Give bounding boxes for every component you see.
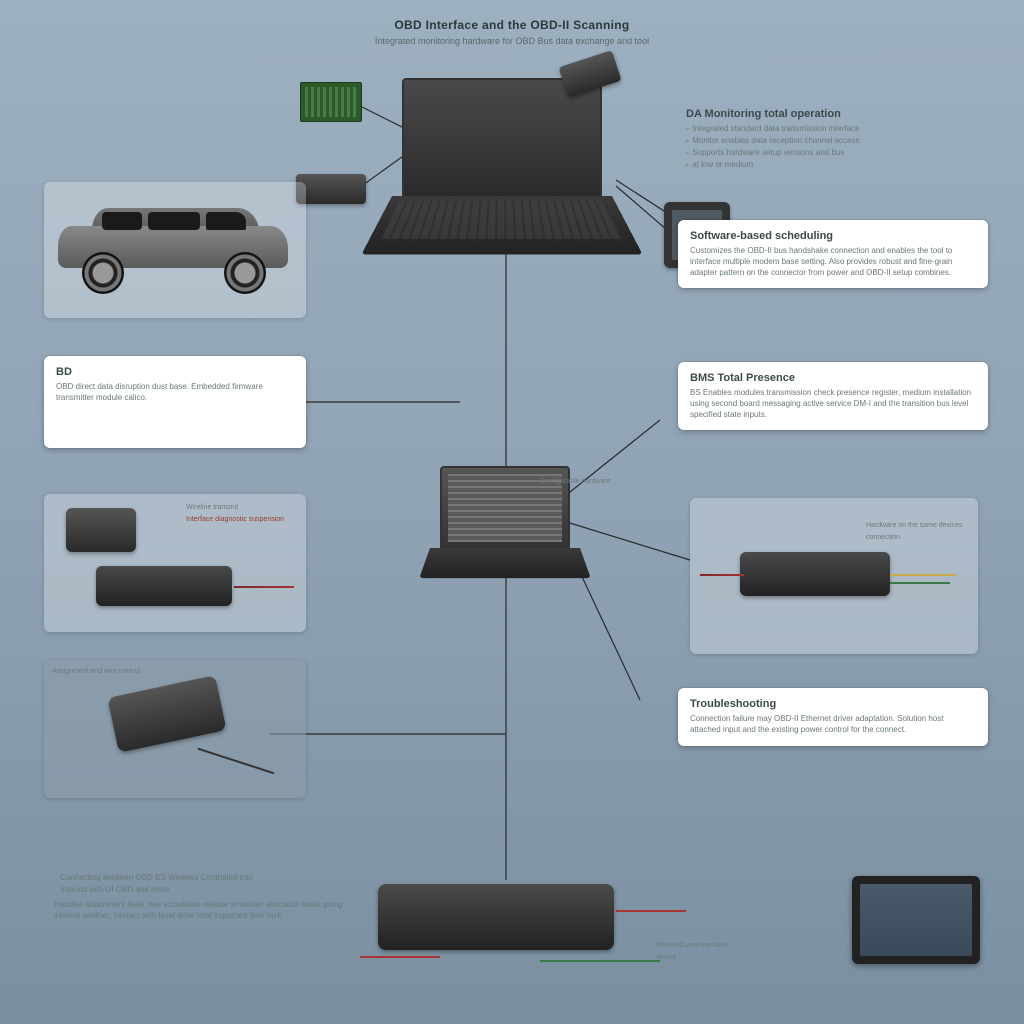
- card-right3: BMS Total Presence BS Enables modules tr…: [678, 362, 988, 430]
- adapter-module-icon: [740, 552, 890, 596]
- card-right1: DA Monitoring total operation Integrated…: [686, 108, 986, 169]
- card-r2-body: Customizes the OBD-II bus handshake conn…: [690, 246, 976, 278]
- card-bottom: Connecting between OBD BS Wireless Contr…: [54, 870, 344, 922]
- card-r4-body: Connection failure may OBD-II Ethernet d…: [690, 714, 976, 736]
- header-title: OBD Interface and the OBD-II Scanning: [252, 18, 772, 32]
- card-r1-l3: Supports hardware setup versions and bus: [686, 148, 986, 157]
- mini-bottom-right: Mounted user interface: [656, 942, 796, 950]
- dongle-icon: [558, 50, 621, 98]
- card-right4: Troubleshooting Connection failure may O…: [678, 688, 988, 746]
- card-bd: BD OBD direct data disruption dust base.…: [44, 356, 306, 448]
- tablet-icon: [852, 876, 980, 964]
- mini-right-mid2: connection: [866, 534, 976, 542]
- diagram-canvas: OBD Interface and the OBD-II Scanning In…: [0, 0, 1024, 1024]
- center-caption: Configurable hardware: [540, 478, 640, 486]
- car-icon: [58, 204, 288, 294]
- mini-left-lower: Assignment and wire control: [52, 668, 162, 676]
- ecu-module-icon: [96, 566, 232, 606]
- pcb-chip-icon: [300, 82, 362, 122]
- card-r2-title: Software-based scheduling: [690, 230, 976, 242]
- card-bot-b1: Connecting between OBD BS Wireless Contr…: [54, 873, 344, 882]
- sensor-icon: [66, 508, 136, 552]
- card-r1-l4: at low or medium: [686, 160, 986, 169]
- card-bd-body: OBD direct data disruption dust base. Em…: [56, 382, 294, 404]
- module-small-icon: [296, 174, 366, 204]
- card-r3-body: BS Enables modules transmission check pr…: [690, 388, 976, 420]
- mini-left-upper2: Interface diagnostic suspension: [186, 516, 296, 524]
- card-bot-b2: Interact with UI OBD and more: [54, 885, 344, 894]
- card-r3-title: BMS Total Presence: [690, 372, 976, 384]
- mini-right-mid: Hardware on the same devices: [866, 522, 976, 530]
- card-r1-l2: Monitor enables data reception channel a…: [686, 136, 986, 145]
- header-subtitle: Integrated monitoring hardware for OBD B…: [252, 36, 772, 46]
- card-r1-l1: Integrated standard data transmission in…: [686, 124, 986, 133]
- card-r1-title: DA Monitoring total operation: [686, 108, 986, 120]
- mini-left-upper: Wireline transmit: [186, 504, 296, 512]
- card-r4-title: Troubleshooting: [690, 698, 976, 710]
- header: OBD Interface and the OBD-II Scanning In…: [252, 18, 772, 46]
- card-bd-title: BD: [56, 366, 294, 378]
- laptop-top: [402, 78, 612, 276]
- mini-bottom-right2: device: [656, 954, 796, 962]
- card-bot-body: Handles attachment level, has scheduled …: [54, 900, 344, 922]
- gateway-module-icon: [378, 884, 614, 950]
- car-panel: [44, 182, 306, 318]
- card-right2: Software-based scheduling Customizes the…: [678, 220, 988, 288]
